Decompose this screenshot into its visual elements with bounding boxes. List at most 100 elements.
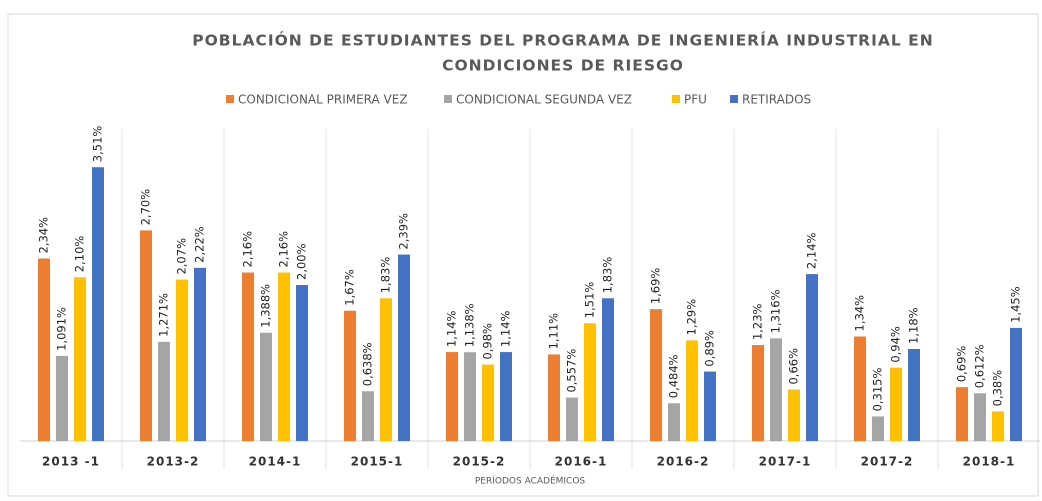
value-label: 2,10% xyxy=(73,236,87,273)
legend-swatch xyxy=(226,95,234,103)
bar xyxy=(908,348,920,441)
x-tick-label: 2015-2 xyxy=(453,455,506,469)
value-label: 0,557% xyxy=(565,349,579,393)
value-label: 1,388% xyxy=(259,284,273,328)
bar xyxy=(854,336,866,441)
value-label: 1,83% xyxy=(379,257,393,294)
chart-title: POBLACIÓN DE ESTUDIANTES DEL PROGRAMA DE… xyxy=(192,31,933,50)
x-tick-label: 2015-1 xyxy=(351,455,404,469)
bar xyxy=(446,352,458,441)
x-tick-label: 2018-1 xyxy=(963,455,1016,469)
x-tick-label: 2017-2 xyxy=(861,455,914,469)
bar xyxy=(74,277,86,441)
bar xyxy=(38,258,50,441)
bar xyxy=(92,167,104,441)
x-tick-label: 2016-1 xyxy=(555,455,608,469)
bar xyxy=(584,323,596,441)
legend-label: CONDICIONAL SEGUNDA VEZ xyxy=(456,93,632,107)
value-label: 0,638% xyxy=(361,342,375,386)
value-label: 1,11% xyxy=(547,313,561,350)
value-label: 1,83% xyxy=(601,257,615,294)
bar xyxy=(566,397,578,441)
value-label: 0,98% xyxy=(481,323,495,360)
bar xyxy=(806,274,818,441)
value-label: 1,29% xyxy=(685,299,699,336)
value-label: 2,34% xyxy=(37,217,51,254)
x-axis-label: PERÍODOS ACADÉMICOS xyxy=(475,475,586,487)
value-label: 1,316% xyxy=(769,289,783,333)
bar xyxy=(500,352,512,441)
bar xyxy=(398,254,410,441)
value-label: 2,16% xyxy=(277,231,291,268)
bar xyxy=(158,341,170,441)
bar xyxy=(176,279,188,441)
value-label: 1,271% xyxy=(157,293,171,337)
x-tick-label: 2016-2 xyxy=(657,455,710,469)
x-tick-label: 2017-1 xyxy=(759,455,812,469)
value-label: 1,45% xyxy=(1009,286,1023,323)
value-label: 3,51% xyxy=(91,126,105,163)
value-label: 2,07% xyxy=(175,238,189,275)
value-label: 1,69% xyxy=(649,268,663,305)
bar xyxy=(668,403,680,441)
bar xyxy=(686,340,698,441)
bar xyxy=(602,298,614,441)
value-label: 2,22% xyxy=(193,226,207,263)
x-tick-label: 2013-2 xyxy=(147,455,200,469)
value-label: 0,484% xyxy=(667,354,681,398)
bar xyxy=(56,355,68,441)
legend-swatch xyxy=(730,95,738,103)
x-tick-label: 2014-1 xyxy=(249,455,302,469)
bar xyxy=(464,352,476,441)
value-label: 2,16% xyxy=(241,231,255,268)
value-label: 1,34% xyxy=(853,295,867,332)
chart-title: CONDICIONES DE RIESGO xyxy=(442,57,684,75)
legend-swatch xyxy=(672,95,680,103)
bar xyxy=(380,298,392,441)
bar xyxy=(770,338,782,441)
bar xyxy=(788,389,800,441)
bar xyxy=(344,310,356,441)
value-label: 2,00% xyxy=(295,243,309,280)
bar xyxy=(296,285,308,441)
value-label: 0,612% xyxy=(973,344,987,388)
value-label: 1,51% xyxy=(583,282,597,319)
value-label: 1,138% xyxy=(463,303,477,347)
bar xyxy=(242,272,254,441)
bar xyxy=(956,387,968,441)
bar xyxy=(140,230,152,441)
bar xyxy=(992,411,1004,441)
bar xyxy=(260,332,272,441)
value-label: 1,091% xyxy=(55,307,69,351)
value-label: 1,14% xyxy=(445,310,459,347)
bar xyxy=(974,393,986,441)
bar xyxy=(704,371,716,441)
legend-label: RETIRADOS xyxy=(742,93,811,107)
value-label: 0,38% xyxy=(991,370,1005,407)
bar xyxy=(278,272,290,441)
bar xyxy=(890,367,902,441)
value-label: 1,23% xyxy=(751,303,765,340)
bar xyxy=(194,267,206,441)
bar xyxy=(362,391,374,441)
value-label: 0,89% xyxy=(703,330,717,367)
legend-swatch xyxy=(444,95,452,103)
value-label: 1,67% xyxy=(343,269,357,306)
value-label: 1,18% xyxy=(907,307,921,344)
bar xyxy=(872,416,884,441)
legend-label: PFU xyxy=(684,93,707,107)
value-label: 2,39% xyxy=(397,213,411,250)
bar xyxy=(482,364,494,441)
value-label: 2,14% xyxy=(805,232,819,269)
bar xyxy=(752,345,764,441)
value-label: 0,94% xyxy=(889,326,903,363)
bar xyxy=(650,309,662,441)
value-label: 0,69% xyxy=(955,346,969,383)
value-label: 0,315% xyxy=(871,368,885,412)
value-label: 1,14% xyxy=(499,310,513,347)
value-label: 0,66% xyxy=(787,348,801,385)
legend-label: CONDICIONAL PRIMERA VEZ xyxy=(238,93,408,107)
bar xyxy=(548,354,560,441)
value-label: 2,70% xyxy=(139,189,153,226)
